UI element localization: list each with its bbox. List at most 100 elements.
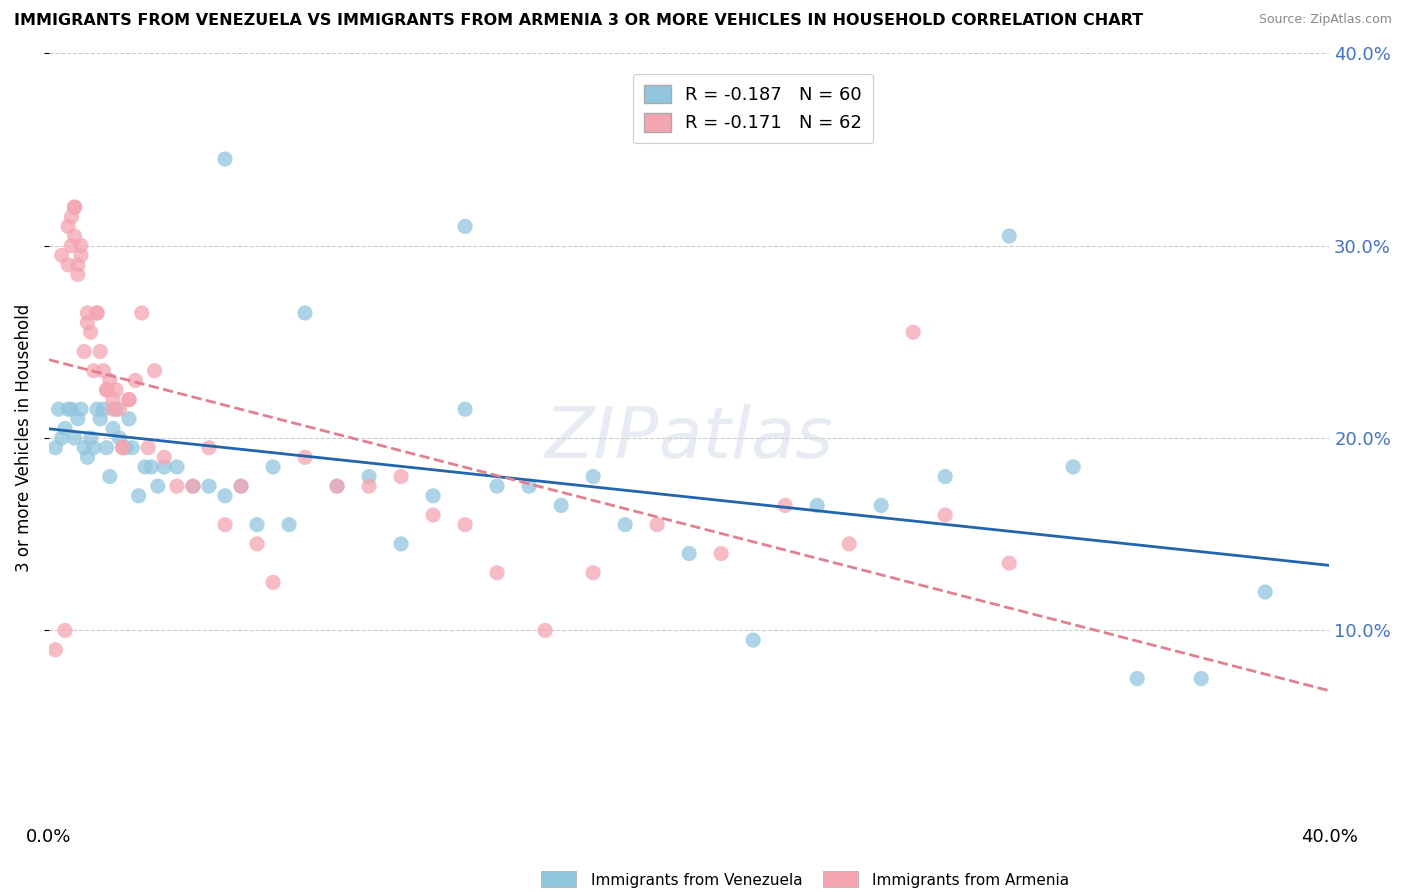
Point xyxy=(198,441,221,455)
Point xyxy=(582,469,605,483)
Point xyxy=(181,479,204,493)
Point xyxy=(86,402,108,417)
Point xyxy=(93,364,115,378)
Point xyxy=(63,200,86,214)
Point xyxy=(111,441,134,455)
Point xyxy=(294,450,316,465)
Point xyxy=(53,624,76,638)
Point xyxy=(246,517,269,532)
Point xyxy=(124,373,146,387)
Point xyxy=(262,575,284,590)
Point xyxy=(89,412,111,426)
FancyBboxPatch shape xyxy=(823,871,858,887)
Point xyxy=(357,469,380,483)
Point xyxy=(53,421,76,435)
Point xyxy=(44,441,66,455)
Point xyxy=(645,517,668,532)
Point xyxy=(121,441,143,455)
Point xyxy=(742,633,765,648)
Point xyxy=(710,547,733,561)
Point xyxy=(550,499,572,513)
Point xyxy=(70,238,93,252)
Point xyxy=(118,412,141,426)
Point xyxy=(1126,672,1149,686)
Point xyxy=(146,479,169,493)
Point xyxy=(134,459,156,474)
Point xyxy=(111,441,134,455)
Point xyxy=(934,508,956,522)
Point xyxy=(198,479,221,493)
Text: ZIPatlas: ZIPatlas xyxy=(544,403,834,473)
Point xyxy=(934,469,956,483)
Point xyxy=(582,566,605,580)
Point xyxy=(76,306,98,320)
Point xyxy=(118,392,141,407)
Point xyxy=(66,258,89,272)
Point xyxy=(63,431,86,445)
Point xyxy=(901,325,924,339)
Point xyxy=(181,479,204,493)
Point xyxy=(51,431,73,445)
Point xyxy=(838,537,860,551)
Point xyxy=(101,402,124,417)
Point xyxy=(56,219,79,234)
Point xyxy=(76,316,98,330)
Point xyxy=(773,499,796,513)
Point xyxy=(96,383,118,397)
Point xyxy=(389,469,412,483)
Point xyxy=(517,479,540,493)
Point xyxy=(128,489,150,503)
Point xyxy=(76,450,98,465)
Point xyxy=(326,479,349,493)
Point xyxy=(70,248,93,262)
Point xyxy=(1254,585,1277,599)
Point xyxy=(131,306,153,320)
Point xyxy=(98,373,121,387)
Point xyxy=(79,325,101,339)
Point xyxy=(326,479,349,493)
Point xyxy=(262,459,284,474)
Point xyxy=(278,517,301,532)
Point xyxy=(143,364,166,378)
Point xyxy=(83,364,105,378)
Text: IMMIGRANTS FROM VENEZUELA VS IMMIGRANTS FROM ARMENIA 3 OR MORE VEHICLES IN HOUSE: IMMIGRANTS FROM VENEZUELA VS IMMIGRANTS … xyxy=(14,13,1143,29)
Point xyxy=(229,479,252,493)
Point xyxy=(166,479,188,493)
Point xyxy=(214,152,236,166)
Point xyxy=(73,344,96,359)
Point xyxy=(166,459,188,474)
Point xyxy=(44,642,66,657)
Point xyxy=(101,421,124,435)
Point xyxy=(56,402,79,417)
Point xyxy=(454,219,477,234)
FancyBboxPatch shape xyxy=(541,871,576,887)
Point xyxy=(63,229,86,244)
Point xyxy=(486,479,509,493)
Point xyxy=(422,508,444,522)
Text: Immigrants from Armenia: Immigrants from Armenia xyxy=(872,873,1069,888)
Point xyxy=(60,402,83,417)
Point xyxy=(214,517,236,532)
Point xyxy=(98,469,121,483)
Point xyxy=(101,392,124,407)
Point xyxy=(1189,672,1212,686)
Point xyxy=(614,517,637,532)
Point xyxy=(96,441,118,455)
Point xyxy=(70,402,93,417)
Point xyxy=(246,537,269,551)
Point xyxy=(214,489,236,503)
Point xyxy=(357,479,380,493)
Point xyxy=(141,459,163,474)
Point xyxy=(678,547,700,561)
Point xyxy=(86,306,108,320)
Point xyxy=(389,537,412,551)
Point xyxy=(83,441,105,455)
Point xyxy=(56,258,79,272)
Point xyxy=(89,344,111,359)
Point xyxy=(486,566,509,580)
Point xyxy=(454,402,477,417)
Point xyxy=(153,450,176,465)
Point xyxy=(93,402,115,417)
Point xyxy=(73,441,96,455)
Point xyxy=(63,200,86,214)
